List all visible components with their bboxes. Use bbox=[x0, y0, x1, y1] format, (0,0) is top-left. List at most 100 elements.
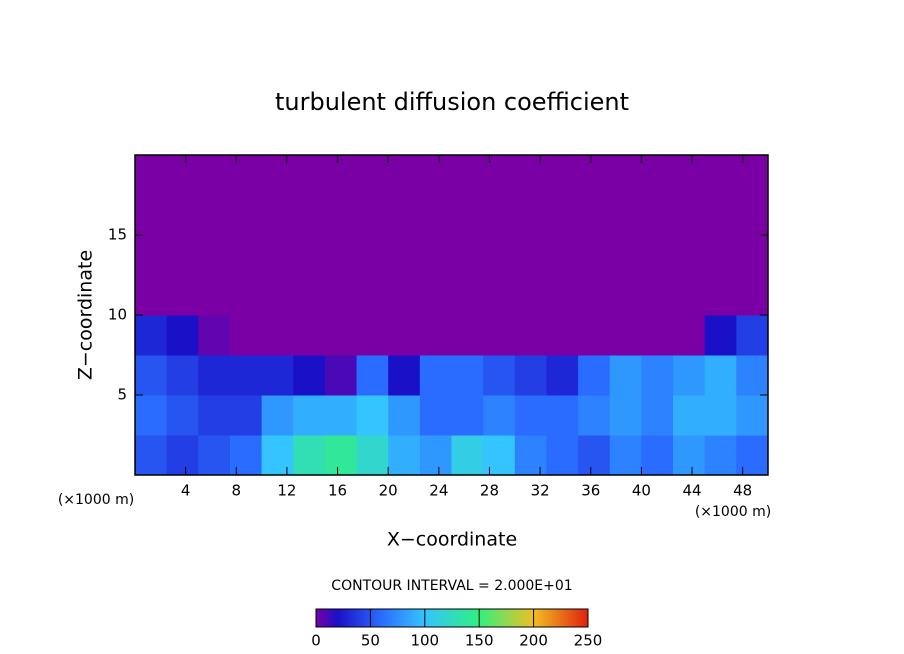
cell bbox=[419, 155, 452, 196]
cell bbox=[641, 235, 674, 276]
x-axis-label: X−coordinate bbox=[387, 529, 517, 551]
cell bbox=[261, 155, 294, 196]
cell bbox=[704, 235, 737, 276]
cell bbox=[483, 195, 516, 236]
y-axis-label: Z−coordinate bbox=[75, 250, 97, 380]
cell bbox=[293, 195, 326, 236]
cell bbox=[419, 195, 452, 236]
cell bbox=[609, 275, 642, 316]
cell bbox=[135, 275, 168, 316]
cell bbox=[229, 435, 263, 476]
cell bbox=[135, 235, 168, 276]
x-tick-label: 40 bbox=[632, 482, 651, 500]
cell bbox=[198, 355, 231, 396]
cell bbox=[736, 195, 769, 236]
cell bbox=[673, 155, 706, 196]
cell bbox=[419, 315, 452, 356]
cell bbox=[356, 155, 389, 196]
cell bbox=[704, 155, 737, 196]
colorbar-tick-label: 50 bbox=[361, 632, 380, 650]
cell bbox=[483, 315, 516, 356]
cell bbox=[578, 275, 611, 316]
cell bbox=[293, 235, 326, 276]
cell bbox=[135, 195, 168, 236]
cell bbox=[135, 435, 168, 476]
x-tick-label: 12 bbox=[277, 482, 296, 500]
cell bbox=[293, 275, 326, 316]
cell bbox=[166, 235, 199, 276]
cell bbox=[514, 355, 547, 396]
x-tick-label: 28 bbox=[480, 482, 499, 500]
cell bbox=[673, 315, 706, 356]
y-tick-label: 15 bbox=[108, 226, 127, 244]
cell bbox=[261, 275, 294, 316]
cell bbox=[388, 355, 421, 396]
cell bbox=[419, 275, 452, 316]
cell bbox=[324, 435, 358, 476]
y-tick-label: 10 bbox=[108, 306, 127, 324]
cell bbox=[514, 275, 547, 316]
cell bbox=[451, 235, 484, 276]
cell bbox=[546, 195, 579, 236]
cell bbox=[704, 195, 737, 236]
colorbar-tick-label: 0 bbox=[311, 632, 321, 650]
cell bbox=[704, 355, 737, 396]
cell bbox=[388, 395, 421, 436]
cell bbox=[609, 235, 642, 276]
cell bbox=[166, 395, 199, 436]
cell bbox=[736, 235, 769, 276]
cell bbox=[514, 395, 547, 436]
cell bbox=[483, 155, 516, 196]
x-tick-label: 48 bbox=[733, 482, 752, 500]
cell bbox=[198, 235, 231, 276]
x-unit-left: (×1000 m) bbox=[58, 492, 134, 508]
cell bbox=[261, 355, 294, 396]
cell bbox=[578, 195, 611, 236]
cell bbox=[704, 395, 737, 436]
cell bbox=[451, 395, 484, 436]
cell bbox=[546, 395, 579, 436]
cell bbox=[293, 355, 326, 396]
cell bbox=[166, 435, 199, 476]
cell bbox=[324, 315, 358, 356]
cell bbox=[578, 315, 611, 356]
cell bbox=[293, 315, 326, 356]
cell bbox=[736, 275, 769, 316]
cell bbox=[546, 315, 579, 356]
cell bbox=[578, 395, 611, 436]
cell bbox=[324, 195, 358, 236]
cell bbox=[736, 155, 769, 196]
cell bbox=[451, 155, 484, 196]
cell bbox=[229, 195, 263, 236]
cell bbox=[388, 315, 421, 356]
cell bbox=[736, 395, 769, 436]
cell bbox=[293, 435, 326, 476]
cell bbox=[673, 395, 706, 436]
chart-title: turbulent diffusion coefficient bbox=[275, 88, 629, 116]
cell bbox=[578, 235, 611, 276]
cell bbox=[451, 315, 484, 356]
cell bbox=[229, 155, 263, 196]
cell bbox=[166, 315, 199, 356]
cell bbox=[198, 195, 231, 236]
cell bbox=[578, 155, 611, 196]
cell bbox=[229, 315, 263, 356]
cell bbox=[641, 315, 674, 356]
cell bbox=[356, 315, 389, 356]
x-tick-label: 24 bbox=[429, 482, 448, 500]
x-tick-label: 20 bbox=[379, 482, 398, 500]
cell bbox=[483, 275, 516, 316]
cell bbox=[356, 395, 389, 436]
contour-interval: CONTOUR INTERVAL = 2.000E+01 bbox=[331, 578, 572, 594]
cell bbox=[419, 395, 452, 436]
cell bbox=[641, 275, 674, 316]
cell bbox=[293, 395, 326, 436]
field bbox=[135, 155, 769, 476]
cell bbox=[229, 355, 263, 396]
cell bbox=[451, 355, 484, 396]
cell bbox=[324, 155, 358, 196]
cell bbox=[546, 235, 579, 276]
cell bbox=[356, 435, 389, 476]
cell bbox=[229, 275, 263, 316]
